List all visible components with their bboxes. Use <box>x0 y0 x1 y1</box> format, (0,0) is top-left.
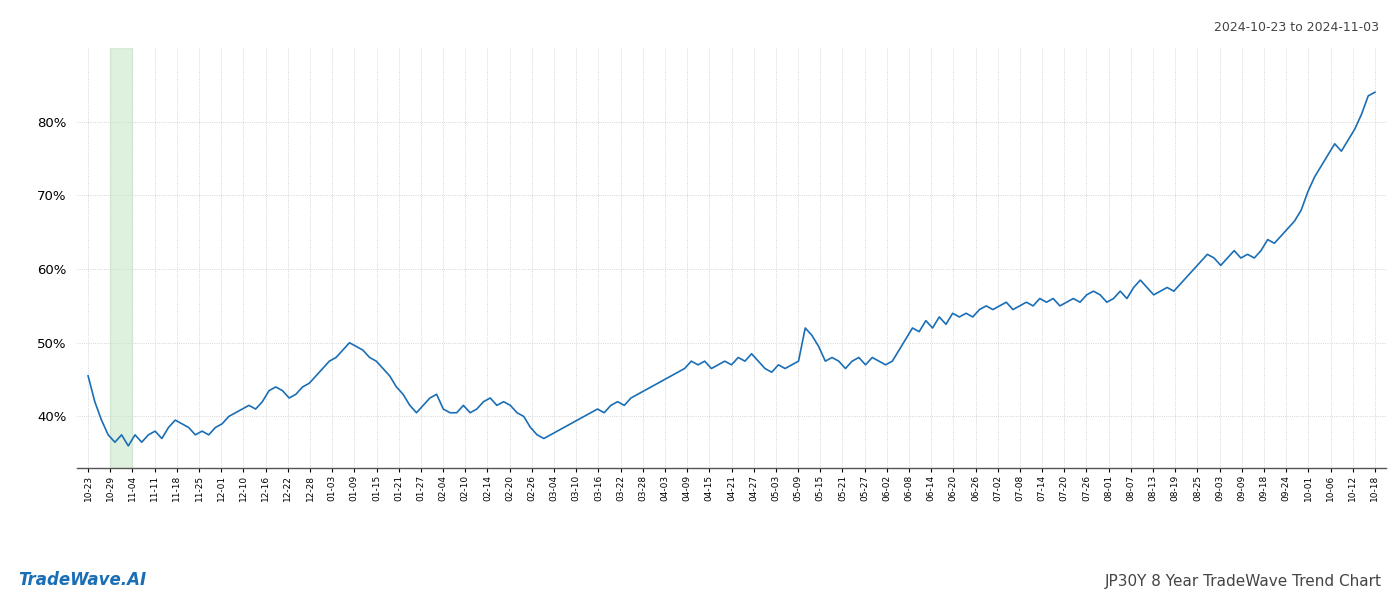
Text: TradeWave.AI: TradeWave.AI <box>18 571 147 589</box>
Text: JP30Y 8 Year TradeWave Trend Chart: JP30Y 8 Year TradeWave Trend Chart <box>1105 574 1382 589</box>
Bar <box>111 48 133 468</box>
Text: 2024-10-23 to 2024-11-03: 2024-10-23 to 2024-11-03 <box>1214 21 1379 34</box>
